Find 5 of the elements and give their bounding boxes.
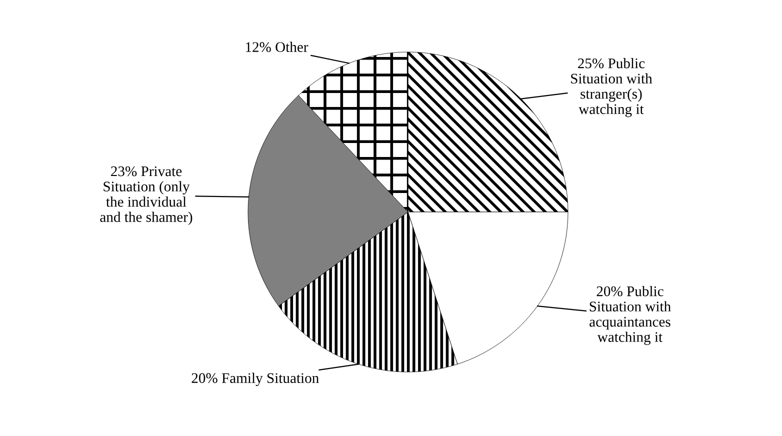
slice-label: 20% Public Situation with acquaintances watching it [590,286,671,345]
slice-label: 25% Public Situation with stranger(s) watching it [571,58,652,118]
slice-label: 12% Other [246,42,308,52]
slice-label: 23% Private Situation (only the individual and the shamer) [100,166,192,225]
slice-label: 20% Family Situation [192,372,319,386]
